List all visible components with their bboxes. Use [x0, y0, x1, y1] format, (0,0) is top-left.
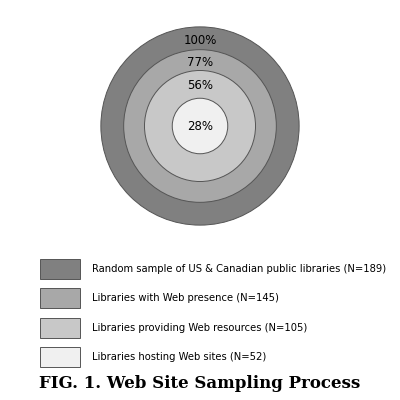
Text: Libraries providing Web resources (N=105): Libraries providing Web resources (N=105… — [92, 323, 307, 333]
Circle shape — [144, 70, 256, 182]
Text: 56%: 56% — [187, 79, 213, 92]
Circle shape — [172, 98, 228, 154]
FancyBboxPatch shape — [40, 288, 80, 308]
Text: 100%: 100% — [183, 34, 217, 48]
Text: 77%: 77% — [187, 56, 213, 68]
Text: FIG. 1. Web Site Sampling Process: FIG. 1. Web Site Sampling Process — [39, 375, 361, 392]
Text: Libraries with Web presence (N=145): Libraries with Web presence (N=145) — [92, 293, 279, 303]
FancyBboxPatch shape — [40, 318, 80, 338]
Text: Libraries hosting Web sites (N=52): Libraries hosting Web sites (N=52) — [92, 352, 266, 362]
Text: Random sample of US & Canadian public libraries (N=189): Random sample of US & Canadian public li… — [92, 264, 386, 274]
Circle shape — [124, 50, 276, 202]
Text: 28%: 28% — [187, 120, 213, 132]
FancyBboxPatch shape — [40, 259, 80, 279]
Circle shape — [101, 27, 299, 225]
FancyBboxPatch shape — [40, 347, 80, 367]
